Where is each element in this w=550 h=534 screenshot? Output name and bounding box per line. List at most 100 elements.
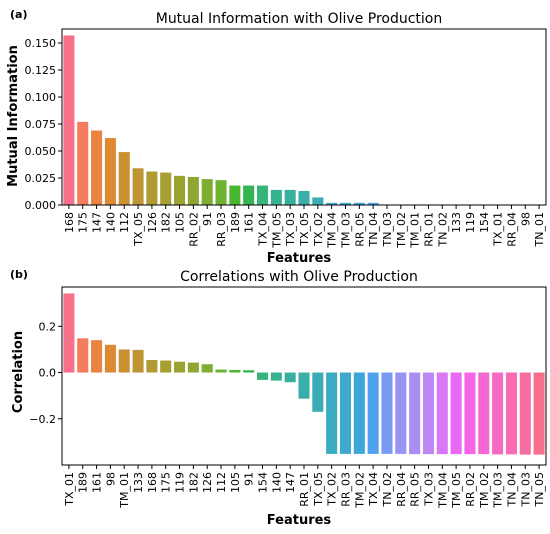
x-tick-label: 189 [229, 212, 242, 233]
bar-b-29 [464, 372, 476, 455]
bar-b-26 [422, 372, 434, 455]
bar-a-11 [215, 180, 227, 205]
x-tick-label: 147 [91, 212, 104, 233]
bar-b-0 [63, 293, 75, 373]
x-tick-label: TM_02 [478, 472, 491, 509]
x-tick-label: 168 [146, 472, 159, 493]
x-tick-label: 105 [229, 472, 242, 493]
x-tick-label: TN_02 [381, 472, 394, 507]
bar-b-32 [505, 372, 517, 455]
x-tick-label: RR_03 [215, 212, 228, 247]
x-tick-label: 175 [160, 472, 173, 493]
bar-b-16 [284, 372, 296, 383]
x-tick-label: 175 [77, 212, 90, 233]
bar-a-8 [174, 175, 186, 205]
x-tick-label: TM_05 [270, 212, 283, 249]
bar-a-2 [91, 130, 103, 205]
y-tick-label: 0.0 [39, 367, 57, 380]
bar-b-33 [519, 372, 531, 455]
bar-a-9 [187, 176, 199, 205]
x-tick-label: 133 [132, 472, 145, 493]
bar-b-18 [312, 372, 324, 412]
bar-b-22 [367, 372, 379, 454]
bar-b-4 [118, 349, 130, 373]
x-tick-label: TX_05 [298, 212, 311, 247]
y-tick-label: 0.075 [25, 118, 57, 131]
x-tick-label: TM_01 [409, 212, 422, 249]
x-tick-label: TM_03 [492, 472, 505, 509]
bar-b-31 [492, 372, 504, 455]
x-tick-label: 119 [464, 212, 477, 233]
x-tick-label: TN_03 [519, 472, 532, 507]
bar-a-21 [353, 202, 365, 205]
bar-b-13 [243, 370, 255, 373]
correlation-chart: (b) Correlations with Olive Production C… [10, 268, 547, 528]
bar-a-6 [146, 171, 158, 205]
bar-b-14 [256, 372, 269, 380]
bar-a-4 [118, 152, 130, 205]
x-tick-label: 126 [146, 212, 159, 233]
x-tick-label: 189 [77, 472, 90, 493]
bar-a-20 [339, 202, 352, 205]
y-tick-label: 0.100 [25, 91, 57, 104]
bar-b-2 [91, 340, 103, 373]
x-tick-label: TX_05 [132, 212, 145, 247]
x-tick-label: TX_03 [422, 472, 435, 507]
x-tick-label: 161 [243, 212, 256, 233]
bar-b-15 [270, 372, 282, 381]
bar-b-6 [146, 360, 158, 373]
bar-b-28 [450, 372, 462, 455]
x-tick-label: TX_03 [284, 212, 297, 247]
y-tick-label: 0.125 [25, 64, 57, 77]
x-tick-label: TN_04 [505, 472, 518, 507]
bar-b-24 [395, 372, 407, 454]
y-axis-label-a: Mutual Information [6, 45, 21, 187]
bar-a-0 [63, 35, 75, 206]
bar-a-16 [284, 189, 296, 205]
x-tick-label: 161 [91, 472, 104, 493]
bar-b-5 [132, 349, 144, 373]
x-tick-label: 182 [160, 212, 173, 233]
bar-b-21 [353, 372, 365, 454]
x-tick-label: RR_04 [505, 212, 518, 247]
x-tick-label: TM_02 [353, 472, 366, 509]
bar-a-5 [132, 168, 144, 205]
x-tick-label: 98 [104, 472, 117, 486]
y-tick-label: 0.000 [25, 199, 57, 212]
mutual-information-chart: (a) Mutual Information with Olive Produc… [6, 8, 547, 266]
x-tick-label: RR_01 [422, 212, 435, 247]
x-tick-label: TM_01 [118, 472, 131, 509]
y-tick-label: 0.025 [25, 172, 57, 185]
x-tick-label: RR_02 [464, 472, 477, 507]
x-tick-label: TN_05 [533, 472, 546, 507]
x-tick-label: TM_02 [395, 212, 408, 249]
chart-title-b: Correlations with Olive Production [180, 269, 418, 285]
panel-label-b: (b) [10, 268, 28, 281]
x-tick-label: TX_01 [492, 212, 505, 247]
bar-b-19 [326, 372, 338, 454]
x-tick-label: 119 [174, 472, 187, 493]
x-tick-label: 126 [201, 472, 214, 493]
x-tick-label: TX_04 [257, 212, 270, 247]
bar-a-7 [160, 172, 172, 205]
bar-b-10 [201, 364, 213, 373]
y-tick-label: 0.2 [39, 320, 57, 333]
bar-b-30 [478, 372, 490, 455]
bar-a-15 [270, 189, 282, 205]
x-tick-label: TX_05 [312, 472, 325, 507]
x-tick-label: 133 [450, 212, 463, 233]
x-tick-label: RR_05 [353, 212, 366, 247]
x-tick-label: TX_02 [326, 472, 339, 507]
x-tick-label: RR_01 [298, 472, 311, 507]
x-tick-label: 91 [201, 212, 214, 226]
x-tick-label: TN_04 [367, 212, 380, 247]
x-tick-label: 168 [63, 212, 76, 233]
bar-a-17 [298, 190, 310, 205]
bar-a-3 [104, 138, 116, 205]
x-tick-label: 98 [519, 212, 532, 226]
plot-area-a: 0.000 0.025 0.050 0.075 0.100 0.125 0.150 168 17… [25, 28, 547, 249]
bar-b-3 [104, 344, 116, 373]
x-tick-label: 140 [270, 472, 283, 493]
x-tick-label: TX_04 [367, 472, 380, 507]
